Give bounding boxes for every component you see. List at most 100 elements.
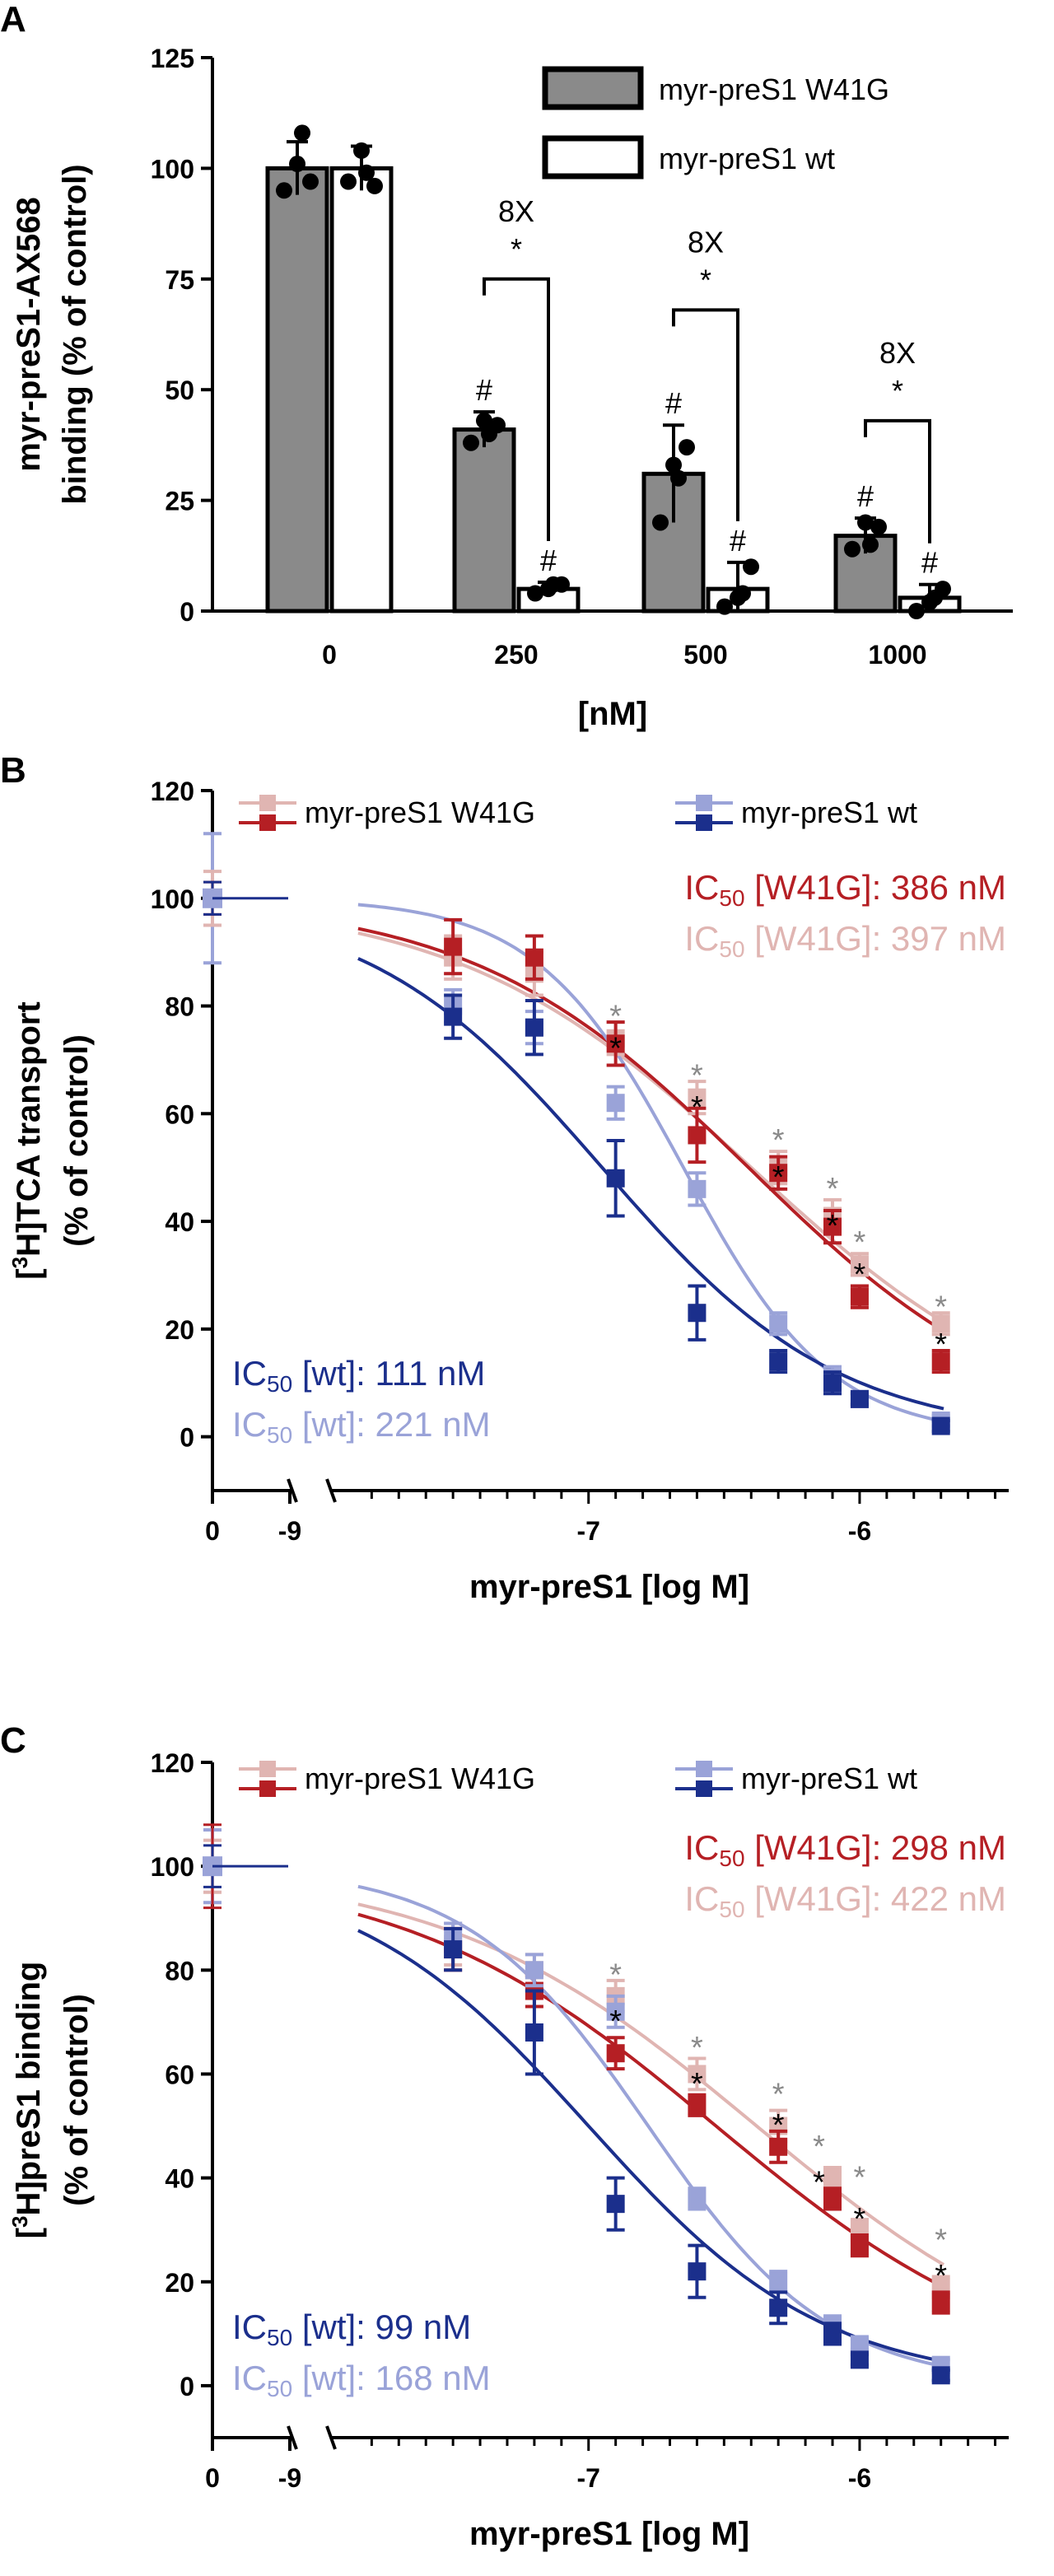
b-x-tick-label-neg9: -9 <box>278 1516 301 1546</box>
a-comparison-bracket <box>864 418 931 544</box>
b-data-point <box>688 1304 707 1323</box>
a-bar <box>329 166 394 614</box>
b-data-point <box>444 1007 463 1026</box>
a-data-point <box>353 142 370 159</box>
c-star-gray: * <box>609 1958 622 1993</box>
c-x-tick-label: -6 <box>848 2463 871 2493</box>
b-star-gray: * <box>691 1059 703 1094</box>
b-ic50-wt-light: IC50 [wt]: 221 nM <box>232 1405 491 1448</box>
a-x-tick-label: 250 <box>494 640 538 670</box>
c-y-tick-label: 0 <box>180 2372 194 2401</box>
c-data-point <box>769 2272 788 2291</box>
b-fit-curve <box>357 957 944 1411</box>
b-legend-wt-marker-light <box>696 795 712 811</box>
a-legend-label-w41g: myr-preS1 W41G <box>659 72 889 106</box>
a-comparison-bracket <box>672 308 739 521</box>
b-star-gray: * <box>827 1172 839 1206</box>
c-data-point <box>769 2298 788 2317</box>
a-data-point <box>665 456 682 474</box>
c-legend-wt-label: myr-preS1 wt <box>741 1762 917 1795</box>
c-y-tick-label: 100 <box>151 1852 194 1882</box>
c-legend-w41g-marker-dark <box>259 1780 276 1797</box>
c-star-black: * <box>813 2166 825 2200</box>
c-data-point <box>850 2350 869 2369</box>
b-data-point <box>525 948 543 967</box>
b-star-gray: * <box>854 1225 866 1260</box>
a-y-tick-label: 125 <box>151 44 194 73</box>
a-fold-change: 8X <box>498 194 534 228</box>
c-star-black: * <box>609 2004 622 2039</box>
c-data-point <box>688 2065 707 2084</box>
b-ylabel-line2: (% of control) <box>58 1034 95 1247</box>
c-ylabel-line1: [3H]preS1 binding <box>7 1962 47 2239</box>
c-ylabel-line2: (% of control) <box>58 1994 95 2206</box>
c-ic50-w41g-light: IC50 [W41G]: 422 nM <box>684 1879 1006 1922</box>
c-data-point <box>688 2262 707 2281</box>
c-star-black: * <box>772 2108 785 2143</box>
c-ic50-w41g-dark: IC50 [W41G]: 298 nM <box>684 1828 1006 1871</box>
c-xlabel: myr-preS1 [log M] <box>469 2516 749 2552</box>
b-data-point <box>525 1018 543 1037</box>
c-data-point <box>688 2096 707 2115</box>
b-x-tick-label-0: 0 <box>205 1516 220 1546</box>
a-data-point <box>463 434 479 451</box>
c-star-black: * <box>691 2067 703 2102</box>
a-data-point <box>358 164 375 181</box>
b-star-black: * <box>827 1209 839 1244</box>
a-data-point <box>289 156 305 173</box>
c-ic50-wt-dark: IC50 [wt]: 99 nM <box>232 2308 471 2350</box>
b-legend-wt-marker-dark <box>696 814 712 831</box>
b-legend-w41g-marker-light <box>259 795 276 811</box>
b-data-point <box>606 1169 625 1188</box>
c-data-point <box>444 1940 463 1959</box>
c-star-gray: * <box>813 2130 825 2164</box>
b-y-tick-label: 100 <box>151 884 194 914</box>
a-data-point <box>870 518 887 535</box>
b-data-point <box>931 1416 950 1435</box>
c-axis-break-left <box>287 2425 298 2450</box>
a-x-tick-label: 0 <box>322 640 337 670</box>
a-y-tick-label: 50 <box>165 376 194 405</box>
a-data-point <box>276 182 292 199</box>
b-star-gray: * <box>772 1123 785 1158</box>
a-data-point <box>862 536 879 553</box>
c-data-point <box>823 2189 842 2208</box>
c-y-tick-label: 120 <box>151 1748 194 1778</box>
c-data-point <box>688 2189 707 2208</box>
b-x-tick-label: -7 <box>577 1516 600 1546</box>
a-bar <box>452 427 516 614</box>
c-data-point <box>931 2366 950 2385</box>
a-data-point <box>340 173 357 190</box>
b-data-point <box>850 1255 869 1274</box>
a-y-tick-label: 100 <box>151 154 194 184</box>
b-legend-w41g-marker-dark <box>259 814 276 831</box>
b-data-point <box>769 1352 788 1371</box>
a-significance-hash: # <box>476 373 492 407</box>
b-data-point <box>688 1179 707 1198</box>
c-y-tick-label: 40 <box>165 2164 194 2194</box>
b-data-point <box>850 1287 869 1306</box>
a-data-point <box>844 540 860 558</box>
a-data-point <box>908 603 925 619</box>
panel-label-b: B <box>0 750 26 791</box>
a-significance-hash: # <box>921 546 938 580</box>
a-significance-hash: # <box>857 479 874 513</box>
a-data-point <box>735 585 751 602</box>
c-data-point <box>769 2137 788 2156</box>
b-y-tick-label: 20 <box>165 1315 194 1345</box>
c-data-point <box>525 2023 543 2042</box>
c-legend-w41g-label: myr-preS1 W41G <box>305 1762 535 1795</box>
a-ylabel-line2: binding (% of control) <box>57 164 93 504</box>
a-data-point <box>527 585 543 602</box>
b-data-point <box>606 1094 625 1113</box>
a-x-tick-label: 500 <box>683 640 727 670</box>
b-data-point <box>850 1389 869 1408</box>
b-star-black: * <box>772 1160 785 1195</box>
b-data-point <box>931 1352 950 1371</box>
c-axis-break-right <box>325 2425 337 2450</box>
c-star-black: * <box>854 2202 866 2237</box>
c-data-point <box>823 2168 842 2187</box>
c-star-gray: * <box>691 2031 703 2065</box>
b-y-tick-label: 0 <box>180 1423 194 1453</box>
